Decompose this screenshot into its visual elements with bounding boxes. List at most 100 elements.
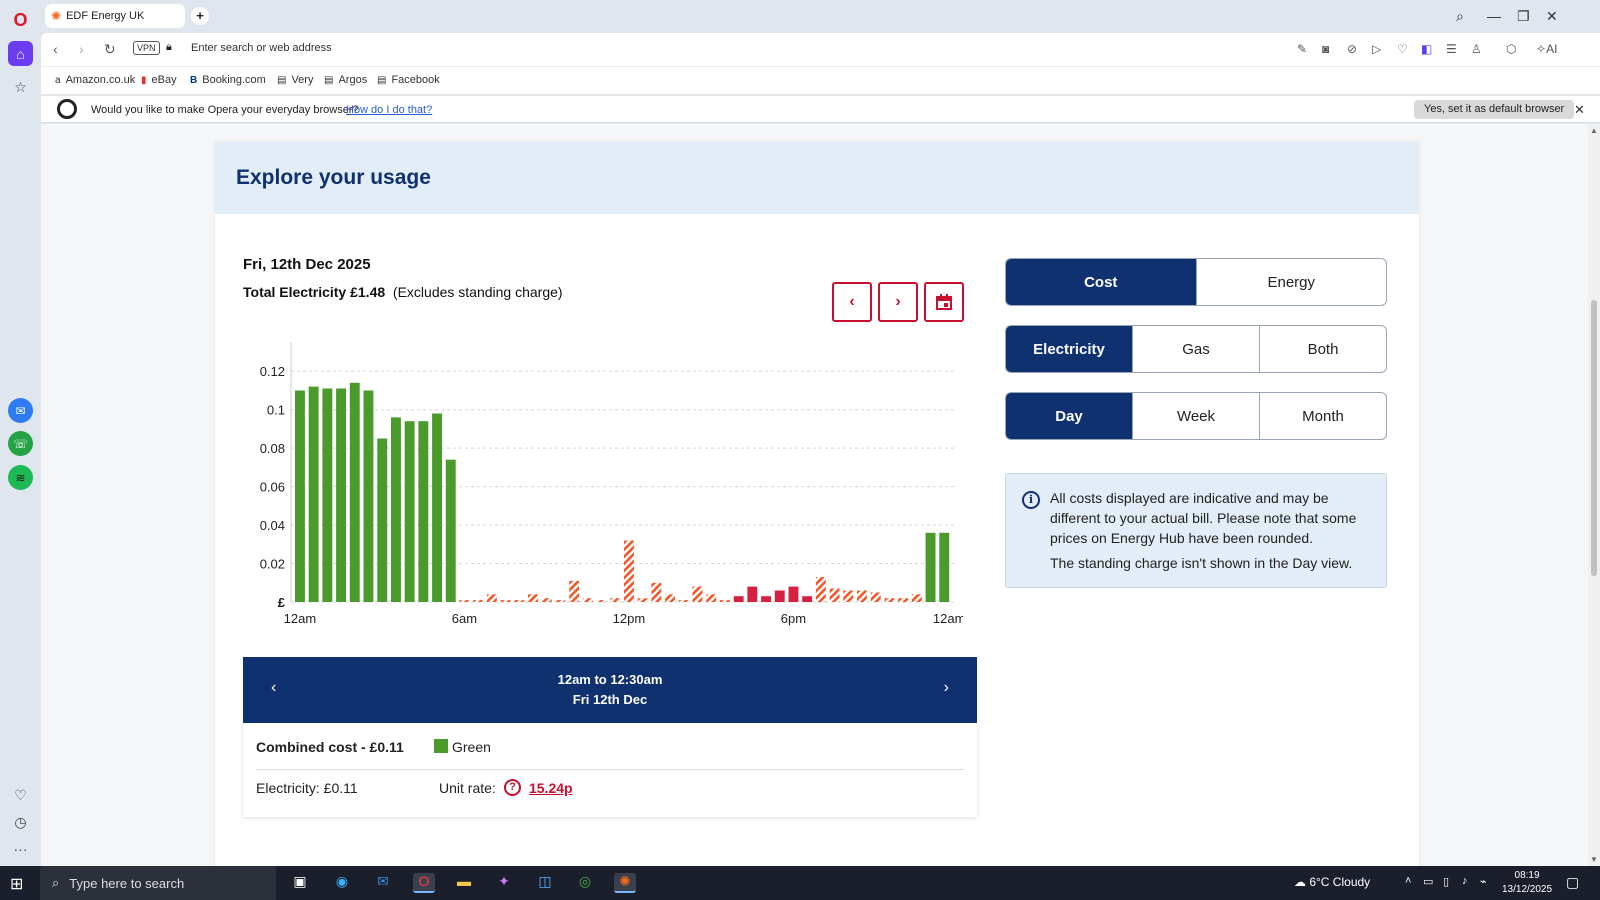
back-icon[interactable]: ‹ <box>53 41 58 57</box>
previous-day-button[interactable]: ‹ <box>832 282 872 322</box>
chart-bar[interactable] <box>692 586 703 602</box>
calendar-button[interactable] <box>924 282 964 322</box>
unit-rate-value[interactable]: 15.24p <box>529 780 573 796</box>
network-icon[interactable]: ⌁ <box>1480 876 1487 888</box>
chart-bar[interactable] <box>884 598 895 602</box>
chart-bar[interactable] <box>665 594 675 602</box>
profile-icon[interactable]: ♙ <box>1471 42 1482 56</box>
speed-dial-star-icon[interactable]: ☆ <box>14 79 27 95</box>
bookmark-booking[interactable]: B Booking.com <box>190 74 266 86</box>
chart-bar[interactable] <box>939 532 950 602</box>
toggle-icon[interactable]: ◧ <box>1421 42 1433 56</box>
adblock-icon[interactable]: ⊘ <box>1347 42 1358 56</box>
chart-bar[interactable] <box>445 459 456 602</box>
both-toggle[interactable]: Both <box>1259 326 1386 372</box>
reload-icon[interactable]: ↻ <box>104 41 116 57</box>
chart-bar[interactable] <box>624 540 634 603</box>
chart-bar[interactable] <box>774 590 785 603</box>
chart-bar[interactable] <box>555 600 566 602</box>
day-toggle[interactable]: Day <box>1006 393 1132 439</box>
address-input[interactable]: Enter search or web address <box>191 42 332 54</box>
chart-bar[interactable] <box>308 386 319 602</box>
chart-bar[interactable] <box>911 594 922 602</box>
cost-toggle[interactable]: Cost <box>1006 259 1196 305</box>
notifications-icon[interactable]: ▢ <box>1566 874 1580 890</box>
whatsapp-icon[interactable]: ☏ <box>8 431 33 456</box>
question-icon[interactable]: ? <box>504 779 521 796</box>
infobar-close-icon[interactable]: ✕ <box>1574 102 1585 117</box>
bookmark-amazon[interactable]: a Amazon.co.uk <box>55 74 136 86</box>
chart-bar[interactable] <box>843 590 854 603</box>
chart-bar[interactable] <box>349 382 360 602</box>
chart-bar[interactable] <box>500 600 511 602</box>
chart-bar[interactable] <box>788 586 799 602</box>
bookmark-very[interactable]: ▤ Very <box>277 74 314 86</box>
chart-bar[interactable] <box>802 596 813 602</box>
previous-slot-button[interactable]: ‹ <box>271 679 276 697</box>
infobar-help-link[interactable]: How do I do that? <box>346 104 433 116</box>
home-icon[interactable]: ⌂ <box>8 41 33 66</box>
battery-icon[interactable]: ▭ <box>1423 876 1434 888</box>
set-default-button[interactable]: Yes, set it as default browser <box>1414 100 1575 119</box>
chart-bar[interactable] <box>473 600 484 602</box>
vpn-badge[interactable]: VPN <box>133 41 160 55</box>
search-tabs-icon[interactable]: ⌕ <box>1456 8 1464 24</box>
chart-bar[interactable] <box>322 388 333 603</box>
chrome-icon[interactable]: ◎ <box>578 873 592 889</box>
chart-bar[interactable] <box>582 598 593 602</box>
taskbar-search[interactable]: ⌕ Type here to search <box>40 866 276 900</box>
chart-bar[interactable] <box>651 582 662 602</box>
copilot-icon[interactable]: ✦ <box>498 873 510 889</box>
electricity-toggle[interactable]: Electricity <box>1006 326 1132 372</box>
my-flow-heart-icon[interactable]: ♡ <box>1397 42 1408 56</box>
opera-taskbar-icon[interactable]: O <box>413 873 435 893</box>
next-slot-button[interactable]: › <box>944 679 949 697</box>
chart-bar[interactable] <box>377 438 388 603</box>
chart-bar[interactable] <box>569 580 580 602</box>
store-icon[interactable]: ◫ <box>538 873 552 889</box>
outlook-icon[interactable]: ✉ <box>377 873 389 889</box>
bookmark-ebay[interactable]: ▮ eBay <box>141 74 177 86</box>
edit-icon[interactable]: ✎ <box>1297 42 1308 56</box>
page-scrollbar[interactable]: ▲ ▼ <box>1588 124 1600 866</box>
meet-icon[interactable]: ▯ <box>1443 876 1450 888</box>
week-toggle[interactable]: Week <box>1132 393 1259 439</box>
tab-edf-energy[interactable]: ✺ EDF Energy UK <box>45 4 185 28</box>
chart-bar[interactable] <box>733 596 744 602</box>
month-toggle[interactable]: Month <box>1259 393 1386 439</box>
camera-icon[interactable]: ◙ <box>1322 42 1330 56</box>
bookmark-facebook[interactable]: ▤ Facebook <box>377 74 440 86</box>
easy-setup-icon[interactable]: ☰ <box>1446 42 1457 56</box>
player-icon[interactable]: ▷ <box>1372 42 1382 56</box>
chart-bar[interactable] <box>870 592 881 602</box>
weather-widget[interactable]: ☁ 6°C Cloudy <box>1294 875 1371 889</box>
aria-ai-button[interactable]: ✧AI <box>1536 42 1558 56</box>
chart-bar[interactable] <box>857 590 867 603</box>
lock-icon[interactable]: 🔒︎ <box>166 41 172 53</box>
gas-toggle[interactable]: Gas <box>1132 326 1259 372</box>
edf-app-icon[interactable]: ✺ <box>614 873 636 893</box>
energy-toggle[interactable]: Energy <box>1195 259 1387 305</box>
chart-bar[interactable] <box>459 600 470 602</box>
chart-bar[interactable] <box>404 421 415 602</box>
forward-icon[interactable]: › <box>79 41 84 57</box>
opera-logo-icon[interactable]: O <box>13 10 28 30</box>
chart-bar[interactable] <box>528 594 538 602</box>
chart-bar[interactable] <box>637 598 648 602</box>
restore-button[interactable]: ❐ <box>1517 8 1530 24</box>
chart-bar[interactable] <box>815 577 826 602</box>
spotify-icon[interactable]: ≋ <box>8 465 33 490</box>
chart-bar[interactable] <box>541 598 552 602</box>
history-icon[interactable]: ◷ <box>14 814 27 830</box>
messenger-icon[interactable]: ✉ <box>8 398 33 423</box>
chart-bar[interactable] <box>747 586 758 602</box>
chart-bar[interactable] <box>706 594 717 602</box>
chart-bar[interactable] <box>363 390 374 603</box>
chart-bar[interactable] <box>829 588 840 603</box>
tray-chevron-icon[interactable]: ˄ <box>1405 875 1412 887</box>
chart-bar[interactable] <box>514 600 525 602</box>
chart-bar[interactable] <box>720 600 730 602</box>
chart-bar[interactable] <box>898 598 909 602</box>
more-icon[interactable]: ··· <box>13 840 28 857</box>
bookmark-argos[interactable]: ▤ Argos <box>324 74 368 86</box>
